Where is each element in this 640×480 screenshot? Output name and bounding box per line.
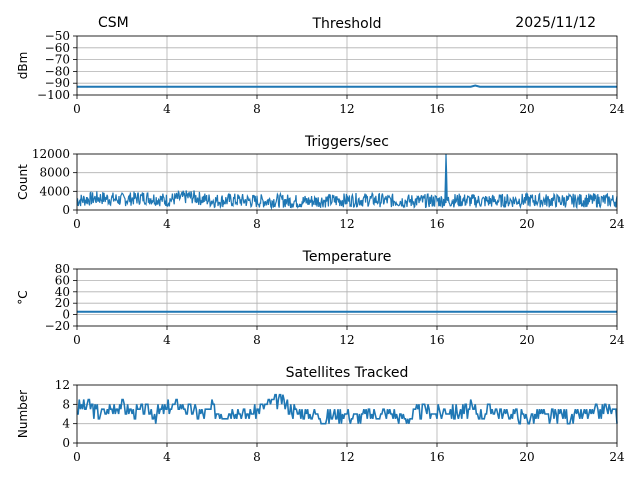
temperature-y-tick-label: 80 <box>55 262 70 276</box>
triggers-x-tick-label: 0 <box>73 217 81 231</box>
satellites-x-tick-label: 4 <box>163 450 171 464</box>
temperature-y-tick-label: −20 <box>45 319 70 333</box>
triggers-y-tick-label: 12000 <box>32 147 70 161</box>
temperature-x-tick-label: 0 <box>73 333 81 347</box>
temperature-x-tick-label: 24 <box>609 333 625 347</box>
triggers-series-line <box>76 153 618 211</box>
threshold-x-tick-label: 24 <box>609 102 625 116</box>
temperature-x-tick-label: 20 <box>519 333 534 347</box>
threshold-y-tick-label: −50 <box>45 29 70 43</box>
threshold-series-line <box>77 84 617 88</box>
panels: 0 4 8 12 16 20 24 −100−90−80−70−60−50 Threshold d… <box>16 16 625 464</box>
temperature-x-tick-label: 16 <box>429 333 444 347</box>
triggers-panel: 0 4 8 12 16 20 24 0 4000 8000 12000 Triggers/sec Cou… <box>16 134 625 231</box>
temperature-x-tick-label: 8 <box>253 333 261 347</box>
satellites-y-tick-label: 4 <box>62 417 70 431</box>
triggers-x-tick-label: 12 <box>339 217 354 231</box>
triggers-x-tick-label: 16 <box>429 217 444 231</box>
satellites-x-tick-label: 0 <box>73 450 81 464</box>
threshold-x-tick-label: 12 <box>339 102 354 116</box>
temperature-x-tick-label: 12 <box>339 333 354 347</box>
temperature-y-tick-label: 60 <box>55 273 70 287</box>
satellites-panel: 0 4 8 12 16 20 24 0 4 8 12 Satellites Tracked Number <box>16 365 625 464</box>
header-left-label: CSM <box>98 15 129 31</box>
satellites-x-tick-label: 24 <box>609 450 625 464</box>
satellites-y-tick-label: 12 <box>55 378 70 392</box>
temperature-y-tick-label: 0 <box>62 308 70 322</box>
threshold-y-tick-label: −90 <box>45 76 70 90</box>
threshold-x-tick-label: 20 <box>519 102 534 116</box>
triggers-y-tick-label: 4000 <box>39 184 70 198</box>
satellites-x-tick-label: 8 <box>253 450 261 464</box>
triggers-x-tick-label: 4 <box>163 217 171 231</box>
satellites-x-tick-label: 20 <box>519 450 534 464</box>
triggers-y-axis-label: Count <box>16 164 30 200</box>
temperature-y-axis-label: °C <box>16 290 30 304</box>
satellites-x-tick-label: 12 <box>339 450 354 464</box>
header-date: 2025/11/12 <box>515 15 596 31</box>
threshold-x-tick-label: 0 <box>73 102 81 116</box>
satellites-x-tick-label: 16 <box>429 450 444 464</box>
temperature-title: Temperature <box>302 249 392 265</box>
threshold-x-tick-label: 16 <box>429 102 444 116</box>
threshold-y-tick-label: −100 <box>37 88 70 102</box>
temperature-x-tick-label: 4 <box>163 333 171 347</box>
temperature-y-tick-label: 40 <box>55 285 70 299</box>
threshold-y-tick-label: −80 <box>45 64 70 78</box>
satellites-y-tick-label: 0 <box>62 436 70 450</box>
satellites-series-line <box>77 393 618 425</box>
threshold-title: Threshold <box>312 16 382 32</box>
temperature-y-tick-label: 20 <box>55 296 70 310</box>
threshold-y-axis-label: dBm <box>16 52 30 80</box>
threshold-y-tick-label: −70 <box>45 53 70 67</box>
triggers-x-tick-label: 20 <box>519 217 534 231</box>
satellites-y-axis-label: Number <box>16 390 30 438</box>
triggers-y-tick-label: 0 <box>62 203 70 217</box>
threshold-y-tick-label: −60 <box>45 41 70 55</box>
threshold-x-tick-label: 8 <box>253 102 261 116</box>
triggers-title: Triggers/sec <box>304 134 389 150</box>
threshold-panel: 0 4 8 12 16 20 24 −100−90−80−70−60−50 Threshold d… <box>16 16 625 116</box>
satellites-title: Satellites Tracked <box>286 365 409 381</box>
triggers-y-tick-label: 8000 <box>39 166 70 180</box>
satellites-y-tick-label: 8 <box>62 397 70 411</box>
triggers-x-tick-label: 24 <box>609 217 625 231</box>
triggers-x-tick-label: 8 <box>253 217 261 231</box>
threshold-x-tick-label: 4 <box>163 102 171 116</box>
